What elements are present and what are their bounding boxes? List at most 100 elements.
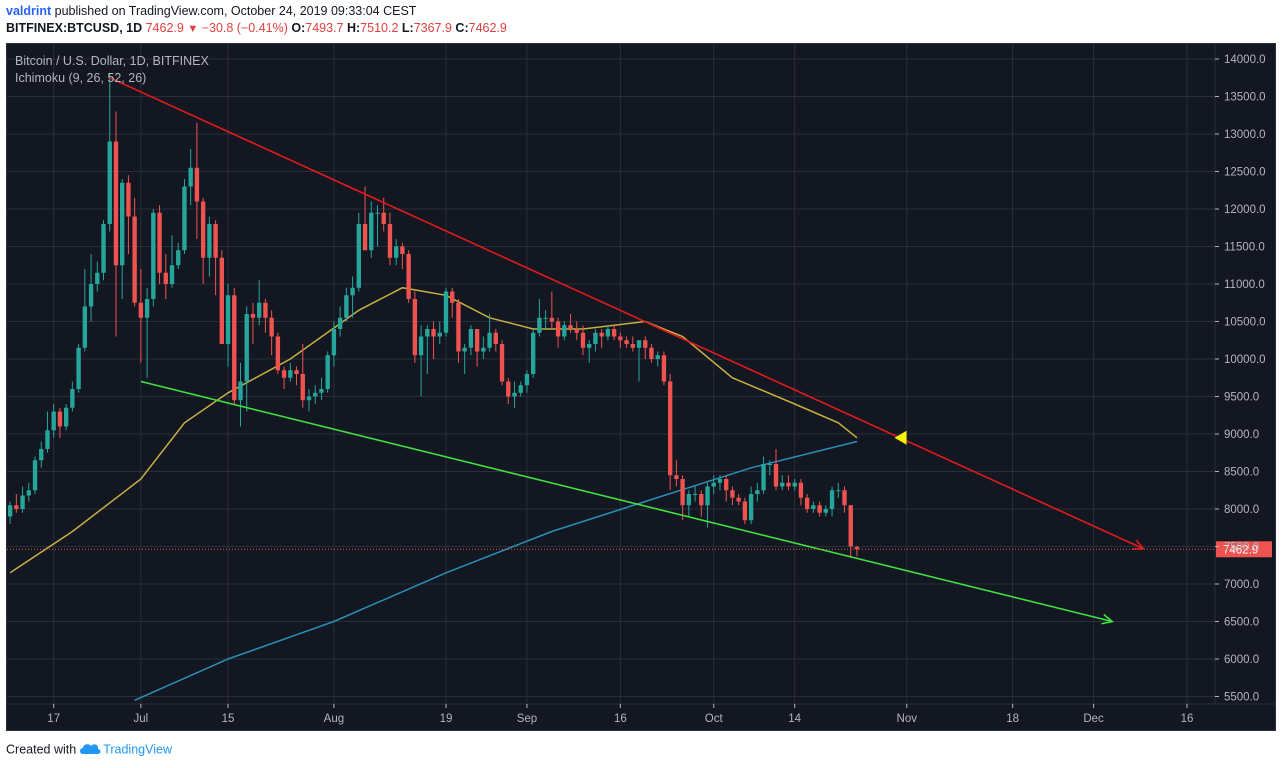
footer: Created with TradingView	[6, 742, 172, 758]
candle-down	[730, 486, 735, 506]
candle-body	[804, 497, 810, 509]
candle-up	[26, 482, 31, 502]
candle-down	[493, 329, 498, 352]
candle-body	[456, 302, 461, 352]
candle-body	[82, 306, 88, 348]
candle-body	[369, 212, 374, 251]
candle-body	[120, 182, 125, 266]
yellow-triangle-marker	[894, 430, 907, 445]
candle-body	[618, 336, 623, 341]
candle-up	[225, 284, 231, 367]
candle-body	[667, 381, 673, 476]
candle-up	[655, 351, 660, 367]
x-tick-label: 15	[222, 713, 235, 725]
candle-up	[761, 456, 766, 494]
down-arrow-icon: ▼	[187, 23, 199, 35]
price-chart[interactable]: 7462.9 Bitcoin / U.S. Dollar, 1D, BITFIN…	[7, 44, 1275, 730]
candle-body	[792, 482, 797, 487]
candle-down	[387, 212, 393, 266]
candle-down	[406, 250, 411, 303]
y-tick-label: 6000.0	[1224, 654, 1259, 666]
candle-body	[780, 482, 785, 487]
candle-body	[767, 464, 772, 465]
y-tick-label: 7000.0	[1224, 579, 1259, 591]
y-tick-label: 10000.0	[1224, 354, 1266, 366]
tradingview-link[interactable]: TradingView	[103, 742, 172, 757]
candle-body	[530, 332, 536, 374]
candle-up	[829, 486, 835, 517]
candle-up	[331, 321, 337, 367]
candle-body	[169, 265, 175, 284]
candle-up	[755, 482, 760, 502]
candle-down	[456, 299, 461, 363]
x-tick-label: 17	[47, 713, 60, 725]
ichimoku-blue-line	[134, 440, 858, 701]
candle-up	[107, 74, 112, 232]
candle-down	[132, 197, 137, 307]
candle-body	[742, 501, 748, 521]
candle-down	[219, 250, 225, 344]
candle-body	[7, 505, 13, 517]
close-label: C:	[455, 21, 469, 35]
candle-body	[101, 224, 106, 273]
ichimoku-yellow-path	[9, 286, 858, 574]
x-tick-label: 14	[788, 713, 801, 725]
candle-up	[244, 306, 249, 412]
candle-body	[755, 490, 760, 494]
resistance-trendline	[109, 77, 1144, 550]
candle-body	[70, 389, 75, 408]
candle-body	[20, 495, 25, 509]
y-tick-label: 11000.0	[1224, 279, 1265, 291]
y-tick-label: 13000.0	[1224, 129, 1266, 141]
candle-up	[51, 404, 56, 438]
candle-body	[225, 295, 231, 344]
candle-body	[176, 250, 181, 266]
candle-body	[393, 246, 399, 258]
candle-up	[325, 351, 330, 393]
candle-down	[574, 321, 579, 341]
candle-up	[350, 276, 355, 318]
author-name[interactable]: valdrint	[6, 4, 52, 18]
candle-body	[232, 295, 237, 401]
candle-body	[76, 347, 81, 389]
candle-body	[587, 344, 592, 348]
candle-body	[487, 332, 492, 348]
candles	[7, 74, 860, 558]
candle-up	[593, 329, 598, 352]
candle-body	[611, 329, 617, 337]
candle-up	[120, 179, 125, 299]
candle-body	[686, 494, 692, 506]
x-tick-label: Jul	[134, 713, 149, 725]
candle-body	[555, 321, 561, 337]
candle-body	[443, 291, 449, 333]
candle-down	[450, 287, 455, 318]
resistance-arrowhead	[1132, 539, 1146, 550]
candle-down	[618, 332, 623, 348]
candle-down	[786, 475, 791, 491]
candle-body	[157, 212, 162, 273]
support-arrowhead	[1101, 613, 1115, 625]
candle-body	[194, 167, 200, 202]
candle-body	[580, 332, 586, 348]
candle-up	[443, 287, 449, 337]
candle-body	[499, 344, 505, 382]
candle-body	[748, 494, 754, 521]
candle-body	[26, 490, 31, 496]
candle-down	[555, 317, 561, 348]
candle-body	[325, 355, 330, 389]
x-tick-label: 16	[614, 713, 627, 725]
legend-indicator[interactable]: Ichimoku (9, 26, 52, 26)	[15, 71, 146, 85]
candle-down	[817, 501, 822, 517]
candle-down	[400, 242, 405, 269]
candle-up	[543, 310, 548, 329]
candle-body	[811, 505, 816, 509]
candle-body	[281, 370, 287, 378]
candle-down	[736, 494, 741, 506]
candle-body	[462, 347, 467, 352]
candle-up	[169, 235, 175, 288]
x-tick-label: Dec	[1083, 713, 1104, 725]
candle-body	[263, 302, 268, 318]
candle-body	[549, 317, 555, 322]
candle-up	[319, 377, 324, 401]
candle-down	[549, 291, 555, 329]
